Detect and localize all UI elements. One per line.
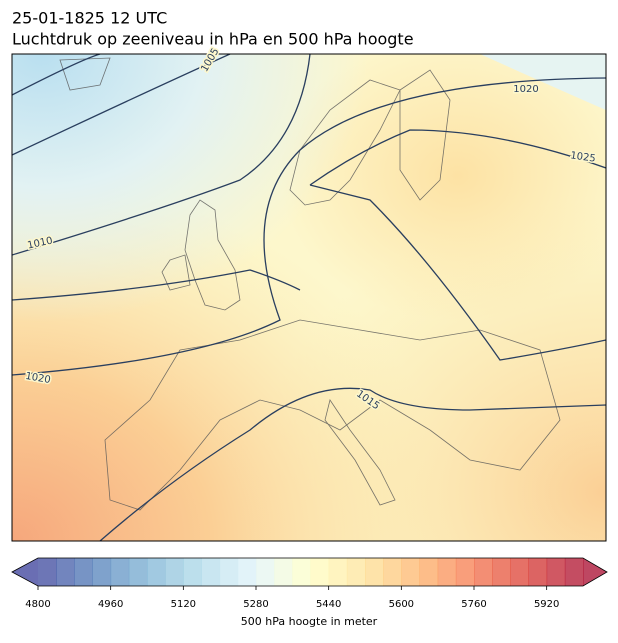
colorbar: 4800 4960 5120 5280 5440 5600 5760 5920 500 hPa …: [11, 557, 608, 628]
colorbar-segment: [401, 558, 420, 586]
map-frame: [11, 53, 607, 542]
isobar-label: 1020: [513, 84, 538, 95]
colorbar-segment: [510, 558, 529, 586]
colorbar-segment: [455, 558, 475, 586]
colorbar-tick-label: 5120: [171, 599, 196, 610]
colorbar-segment: [56, 558, 75, 586]
colorbar-segment: [528, 558, 548, 586]
colorbar-segment: [310, 558, 330, 586]
colorbar-segment: [419, 558, 439, 586]
colorbar-segment: [492, 558, 511, 586]
colorbar-segment: [201, 558, 221, 586]
map: [12, 54, 606, 541]
colorbar-segment: [346, 558, 366, 586]
colorbar-segment: [219, 558, 239, 586]
colorbar-segment: [256, 558, 275, 586]
colorbar-segment: [183, 558, 202, 586]
colorbar-extend-high: [583, 558, 607, 586]
isobar-label: 1025: [570, 150, 597, 164]
colorbar-tick-label: 5600: [389, 599, 414, 610]
colorbar-segment: [365, 558, 384, 586]
colorbar-tick-label: 5440: [316, 599, 341, 610]
colorbar-segment: [474, 558, 493, 586]
datetime: 25-01-1825 12 UTC: [12, 9, 167, 28]
colorbar-segment: [237, 558, 257, 586]
colorbar-segment: [292, 558, 311, 586]
colorbar-tick-label: 4960: [98, 599, 123, 610]
colorbar-segment: [564, 558, 584, 586]
colorbar-label: 500 hPa hoogte in meter: [241, 615, 378, 628]
colorbar-segment: [92, 558, 112, 586]
colorbar-segment: [383, 558, 402, 586]
title: Luchtdruk op zeeniveau in hPa en 500 hPa…: [12, 30, 414, 49]
colorbar-segment: [38, 558, 57, 586]
colorbar-segment: [165, 558, 184, 586]
colorbar-segment: [128, 558, 148, 586]
colorbar-segment: [74, 558, 93, 586]
colorbar-segment: [110, 558, 130, 586]
colorbar-tick-label: 5920: [534, 599, 559, 610]
colorbar-tick-label: 5760: [461, 599, 486, 610]
colorbar-segment: [274, 558, 293, 586]
colorbar-tick-label: 4800: [25, 599, 50, 610]
colorbar-segment: [328, 558, 348, 586]
colorbar-segment: [437, 558, 457, 586]
colorbar-segment: [546, 558, 566, 586]
colorbar-extend-low: [12, 558, 38, 586]
colorbar-tick-label: 5280: [243, 599, 268, 610]
colorbar-segment: [147, 558, 166, 586]
